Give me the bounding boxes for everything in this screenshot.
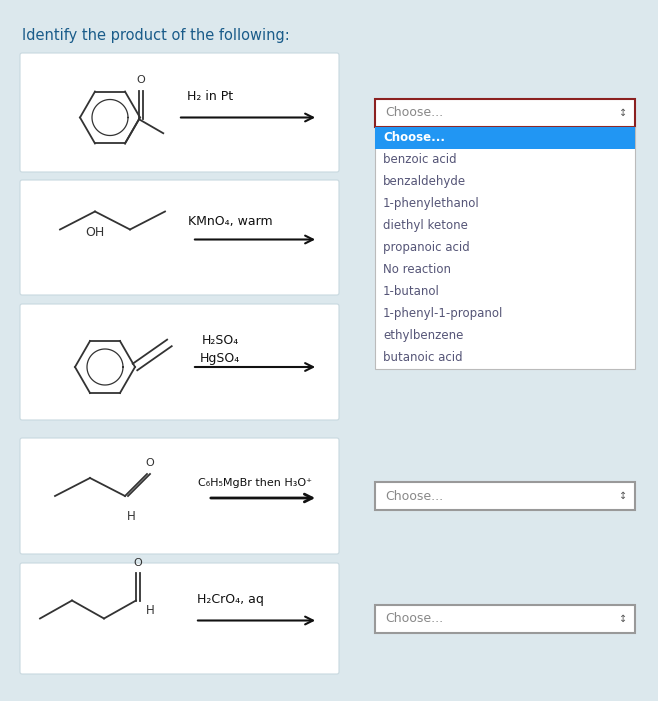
Text: ↕: ↕ <box>619 107 627 118</box>
Text: OH: OH <box>86 226 105 238</box>
Text: O: O <box>145 458 155 468</box>
Text: H: H <box>126 510 136 523</box>
Text: O: O <box>137 75 145 86</box>
Text: C₆H₅MgBr then H₃O⁺: C₆H₅MgBr then H₃O⁺ <box>198 478 312 488</box>
Text: H₂SO₄: H₂SO₄ <box>201 334 239 347</box>
Text: Choose...: Choose... <box>385 489 443 503</box>
Text: propanoic acid: propanoic acid <box>383 241 470 254</box>
Text: ethylbenzene: ethylbenzene <box>383 329 463 342</box>
Text: KMnO₄, warm: KMnO₄, warm <box>188 215 272 228</box>
Text: benzaldehyde: benzaldehyde <box>383 175 466 188</box>
Text: diethyl ketone: diethyl ketone <box>383 219 468 232</box>
FancyBboxPatch shape <box>375 482 635 510</box>
Text: Identify the product of the following:: Identify the product of the following: <box>22 28 290 43</box>
Text: Choose...: Choose... <box>385 106 443 119</box>
FancyBboxPatch shape <box>20 53 339 172</box>
FancyBboxPatch shape <box>20 563 339 674</box>
Text: butanoic acid: butanoic acid <box>383 351 463 364</box>
FancyBboxPatch shape <box>375 126 635 369</box>
FancyBboxPatch shape <box>375 99 635 126</box>
Text: H₂ in Pt: H₂ in Pt <box>187 90 233 102</box>
FancyBboxPatch shape <box>20 304 339 420</box>
FancyBboxPatch shape <box>375 604 635 632</box>
Text: Choose...: Choose... <box>383 131 445 144</box>
Text: Choose...: Choose... <box>385 612 443 625</box>
FancyBboxPatch shape <box>375 126 635 149</box>
Text: H₂CrO₄, aq: H₂CrO₄, aq <box>197 594 263 606</box>
Text: H: H <box>145 604 155 618</box>
Text: No reaction: No reaction <box>383 263 451 276</box>
Text: ↕: ↕ <box>619 613 627 623</box>
Text: 1-butanol: 1-butanol <box>383 285 440 298</box>
Text: benzoic acid: benzoic acid <box>383 153 457 166</box>
Text: 1-phenylethanol: 1-phenylethanol <box>383 197 480 210</box>
FancyBboxPatch shape <box>20 438 339 554</box>
Text: HgSO₄: HgSO₄ <box>200 352 240 365</box>
Text: 1-phenyl-1-propanol: 1-phenyl-1-propanol <box>383 307 503 320</box>
FancyBboxPatch shape <box>20 180 339 295</box>
Text: O: O <box>134 557 142 568</box>
Text: ↕: ↕ <box>619 491 627 501</box>
